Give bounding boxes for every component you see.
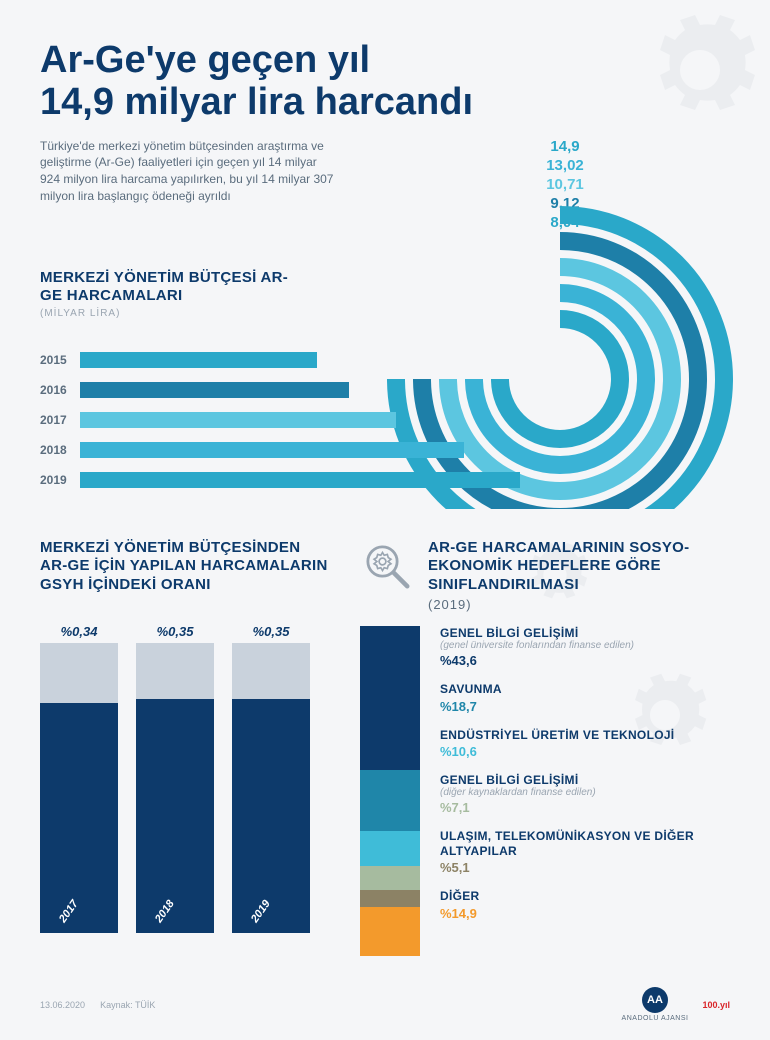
track-bar-row: 2018 [40,439,540,461]
legend-label: ENDÜSTRİYEL ÜRETİM VE TEKNOLOJİ [440,728,730,742]
legend-sublabel: (diğer kaynaklardan finanse edilen) [440,787,730,798]
track-year-label: 2015 [40,353,80,367]
track-bar [80,412,396,428]
track-chart-unit: (MİLYAR LİRA) [40,308,300,319]
gdp-bar-fill: 2017 [40,703,118,933]
gdp-bar: %0,35 2019 [232,624,310,933]
gdp-bar-label: %0,35 [253,624,290,639]
gdp-bar: %0,35 2018 [136,624,214,933]
legend-label: GENEL BİLGİ GELİŞİMİ [440,773,730,787]
classification-legend: GENEL BİLGİ GELİŞİMİ(genel üniversite fo… [440,626,730,956]
gdp-bar-stack: 2017 [40,643,118,933]
gdp-title: MERKEZİ YÖNETİM BÜTÇESİNDEN AR-GE İÇİN Y… [40,539,330,595]
track-year-label: 2018 [40,443,80,457]
gdp-bars: %0,34 2017 %0,35 2018 %0,35 2019 [40,613,330,933]
footer-left: 13.06.2020 Kaynak: TÜİK [40,1000,155,1010]
legend-value: %14,9 [440,906,730,921]
gdp-bar-stack: 2018 [136,643,214,933]
track-bar [80,472,520,488]
legend-value: %18,7 [440,699,730,714]
legend-label: GENEL BİLGİ GELİŞİMİ [440,626,730,640]
classification-body: GENEL BİLGİ GELİŞİMİ(genel üniversite fo… [360,626,730,956]
footer-date: 13.06.2020 [40,1000,85,1010]
gdp-bar-year: 2018 [153,898,177,925]
legend-item: ENDÜSTRİYEL ÜRETİM VE TEKNOLOJİ %10,6 [440,728,730,759]
anniversary-badge: 100.yıl [702,1000,730,1010]
track-bar-row: 2019 [40,469,540,491]
gdp-bar: %0,34 2017 [40,624,118,933]
agency-name: ANADOLU AJANSI [622,1015,689,1022]
gear-bg-icon [640,10,760,130]
main-title: Ar-Ge'ye geçen yıl 14,9 milyar lira harc… [40,40,600,124]
lower-section: MERKEZİ YÖNETİM BÜTÇESİNDEN AR-GE İÇİN Y… [40,539,730,956]
classification-year: (2019) [428,597,730,612]
classification-segment [360,626,420,770]
legend-value: %43,6 [440,653,730,668]
legend-item: DİĞER %14,9 [440,889,730,920]
legend-label: DİĞER [440,889,730,903]
track-bar [80,382,349,398]
track-chart-header: MERKEZİ YÖNETİM BÜTÇESİ AR-GE HARCAMALAR… [40,269,300,320]
classification-segment [360,831,420,866]
track-bar [80,352,317,368]
classification-header: AR-GE HARCAMALARININ SOSYO-EKONOMİK HEDE… [360,539,730,612]
footer-source-label: Kaynak: [100,1000,133,1010]
legend-label: ULAŞIM, TELEKOMÜNİKASYON VE DİĞER ALTYAP… [440,829,730,858]
gdp-bar-cap [136,643,214,699]
classification-segment [360,907,420,956]
gdp-bar-fill: 2019 [232,699,310,933]
legend-item: GENEL BİLGİ GELİŞİMİ(diğer kaynaklardan … [440,773,730,815]
legend-value: %10,6 [440,744,730,759]
classification-segment [360,770,420,832]
legend-sublabel: (genel üniversite fonlarından finanse ed… [440,640,730,651]
track-year-label: 2016 [40,383,80,397]
track-bars: 2015 2016 2017 2018 2019 [40,349,540,499]
magnifier-gear-icon [360,539,414,593]
classification-stacked-bar [360,626,420,956]
legend-value: %7,1 [440,800,730,815]
gdp-bar-cap [40,643,118,703]
infographic-page: Ar-Ge'ye geçen yıl 14,9 milyar lira harc… [0,0,770,1040]
title-block: Ar-Ge'ye geçen yıl 14,9 milyar lira harc… [40,40,600,124]
agency-logo: AA ANADOLU AJANSI [622,987,689,1022]
footer-right: AA ANADOLU AJANSI 100.yıl [622,987,730,1022]
gdp-bar-label: %0,35 [157,624,194,639]
legend-item: ULAŞIM, TELEKOMÜNİKASYON VE DİĞER ALTYAP… [440,829,730,875]
legend-item: SAVUNMA %18,7 [440,682,730,713]
classification-column: AR-GE HARCAMALARININ SOSYO-EKONOMİK HEDE… [360,539,730,956]
classification-title: AR-GE HARCAMALARININ SOSYO-EKONOMİK HEDE… [428,539,730,595]
footer: 13.06.2020 Kaynak: TÜİK AA ANADOLU AJANS… [40,987,730,1022]
classification-segment [360,890,420,907]
track-chart: MERKEZİ YÖNETİM BÜTÇESİ AR-GE HARCAMALAR… [40,239,730,509]
track-bar-row: 2017 [40,409,540,431]
gdp-bar-cap [232,643,310,699]
gdp-bar-year: 2019 [249,898,273,925]
title-line2: 14,9 milyar lira harcandı [40,81,473,123]
intro-text: Türkiye'de merkezi yönetim bütçesinden a… [40,138,340,231]
footer-source: TÜİK [135,1000,156,1010]
legend-label: SAVUNMA [440,682,730,696]
gdp-column: MERKEZİ YÖNETİM BÜTÇESİNDEN AR-GE İÇİN Y… [40,539,330,956]
gdp-bar-stack: 2019 [232,643,310,933]
track-year-label: 2019 [40,473,80,487]
legend-item: GENEL BİLGİ GELİŞİMİ(genel üniversite fo… [440,626,730,668]
gdp-bar-year: 2017 [57,898,81,925]
track-bar-row: 2015 [40,349,540,371]
gdp-bar-label: %0,34 [61,624,98,639]
gdp-bar-fill: 2018 [136,699,214,933]
track-chart-title: MERKEZİ YÖNETİM BÜTÇESİ AR-GE HARCAMALAR… [40,269,300,307]
title-line1: Ar-Ge'ye geçen yıl [40,39,370,81]
track-bar-row: 2016 [40,379,540,401]
aa-logo-icon: AA [642,987,668,1013]
track-year-label: 2017 [40,413,80,427]
classification-title-wrap: AR-GE HARCAMALARININ SOSYO-EKONOMİK HEDE… [428,539,730,612]
legend-value: %5,1 [440,860,730,875]
track-bar [80,442,464,458]
classification-segment [360,866,420,889]
